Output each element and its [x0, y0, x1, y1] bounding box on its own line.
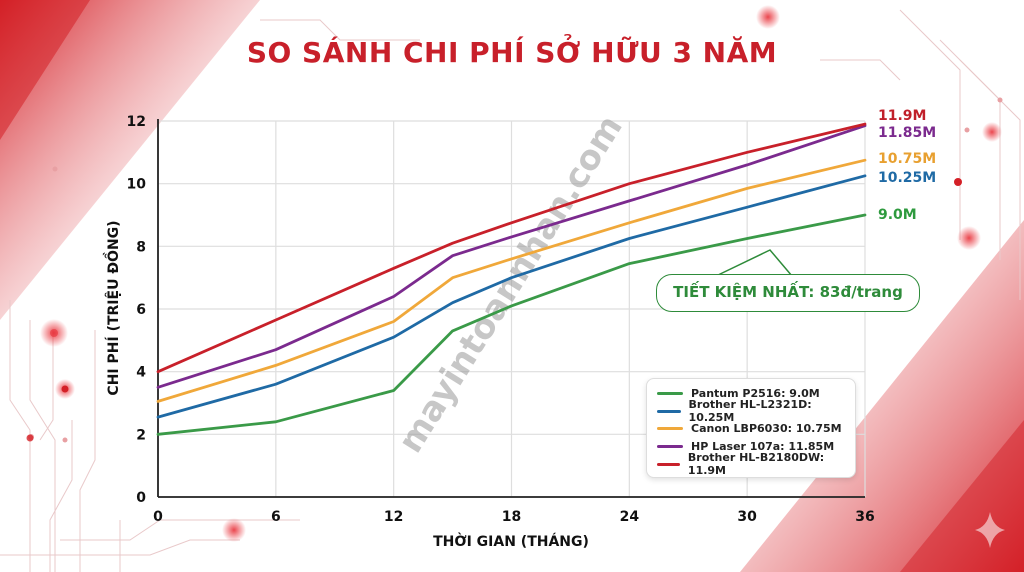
y-tick-label: 8: [136, 239, 146, 255]
x-tick-label: 6: [271, 509, 281, 525]
legend-swatch: [657, 409, 681, 413]
end-label-pantum-p2516: 9.0M: [878, 207, 917, 223]
watermark: mayintoannhan.com: [391, 108, 631, 460]
series-line: [156, 174, 867, 419]
x-tick-label: 0: [153, 509, 163, 525]
x-tick-label: 24: [620, 509, 640, 525]
callout-best-saving: TIẾT KIỆM NHẤT: 83đ/trang: [656, 274, 920, 312]
legend-swatch: [657, 462, 680, 466]
y-tick-label: 12: [127, 114, 146, 130]
series-line: [156, 213, 867, 436]
series-line: [156, 158, 867, 403]
y-tick-label: 10: [127, 177, 147, 193]
x-tick-label: 30: [737, 509, 757, 525]
legend-item: Canon LBP6030: 10.75M: [657, 420, 845, 438]
y-tick-label: 0: [136, 490, 146, 506]
chart-legend: Pantum P2516: 9.0M Brother HL-L2321D: 10…: [646, 378, 856, 478]
legend-swatch: [657, 427, 683, 431]
end-label-canon-lbp6030: 10.75M: [878, 151, 937, 167]
legend-swatch: [657, 392, 683, 396]
end-label-hp-107a: 11.85M: [878, 125, 937, 141]
chart-title: SO SÁNH CHI PHÍ SỞ HỮU 3 NĂM: [246, 36, 778, 69]
y-tick-label: 4: [136, 365, 146, 381]
legend-item: Brother HL-B2180DW: 11.9M: [657, 451, 845, 477]
series-lines: [156, 122, 867, 436]
x-tick-label: 18: [502, 509, 521, 525]
series-line: [156, 122, 867, 374]
x-axis-label: THỜI GIAN (THÁNG): [433, 532, 589, 550]
x-tick-label: 12: [384, 509, 403, 525]
y-tick-label: 6: [136, 302, 146, 318]
sparkle-icon: [975, 512, 1005, 548]
callout-pointer: [715, 249, 793, 277]
legend-item: Pantum P2516: 9.0M: [657, 385, 845, 403]
end-label-brother-b2180dw: 11.9M: [878, 108, 927, 124]
callout-text: TIẾT KIỆM NHẤT: 83đ/trang: [673, 283, 903, 301]
legend-item: HP Laser 107a: 11.85M: [657, 438, 845, 456]
legend-item: Brother HL-L2321D: 10.25M: [657, 398, 845, 424]
end-label-brother-l2321d: 10.25M: [878, 170, 937, 186]
y-tick-label: 2: [136, 427, 146, 443]
legend-swatch: [657, 445, 683, 449]
x-tick-label: 36: [855, 509, 874, 525]
series-line: [156, 124, 867, 389]
y-axis-label: CHI PHÍ (TRIỆU ĐỒNG): [103, 220, 122, 395]
